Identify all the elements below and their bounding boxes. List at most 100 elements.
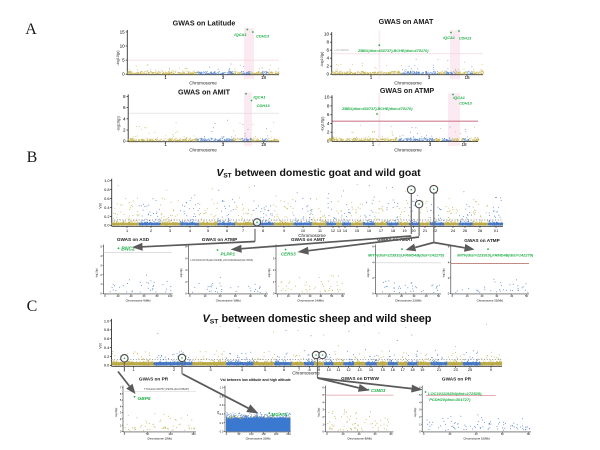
svg-text:21: 21 xyxy=(437,368,441,372)
svg-text:11: 11 xyxy=(318,229,322,233)
svg-text:15: 15 xyxy=(355,229,359,233)
svg-text:CDH13: CDH13 xyxy=(256,34,270,39)
svg-text:2: 2 xyxy=(327,130,330,135)
svg-text:0.0: 0.0 xyxy=(104,363,110,368)
svg-text:13: 13 xyxy=(337,229,341,233)
svg-text:18: 18 xyxy=(261,75,267,80)
svg-text:7: 7 xyxy=(242,229,244,233)
svg-text:B: B xyxy=(27,149,38,166)
svg-text:24: 24 xyxy=(451,229,455,233)
svg-text:IQCA1: IQCA1 xyxy=(453,96,465,100)
svg-text:4: 4 xyxy=(327,121,330,126)
svg-text:19: 19 xyxy=(402,229,406,233)
svg-text:VST between domestic sheep and: VST between domestic sheep and wild shee… xyxy=(203,313,432,326)
svg-text:28: 28 xyxy=(478,229,482,233)
svg-text:6: 6 xyxy=(123,105,126,110)
svg-text:8: 8 xyxy=(123,94,126,99)
svg-text:1: 1 xyxy=(164,142,167,147)
svg-text:8: 8 xyxy=(327,40,330,45)
svg-text:6: 6 xyxy=(226,229,228,233)
svg-text:12: 12 xyxy=(331,229,335,233)
svg-text:4: 4 xyxy=(327,56,330,61)
svg-text:23: 23 xyxy=(453,368,457,372)
svg-text:15: 15 xyxy=(381,368,385,372)
svg-text:8: 8 xyxy=(327,103,330,108)
svg-text:18: 18 xyxy=(410,368,414,372)
svg-text:3: 3 xyxy=(429,142,432,147)
svg-text:9: 9 xyxy=(283,229,285,233)
svg-text:8: 8 xyxy=(262,229,264,233)
svg-text:0.8: 0.8 xyxy=(104,327,109,332)
svg-text:LOC15009: LOC15009 xyxy=(335,48,349,52)
svg-text:12: 12 xyxy=(346,368,350,372)
svg-text:Vst: Vst xyxy=(98,342,102,348)
svg-text:3: 3 xyxy=(222,142,225,147)
svg-text:2: 2 xyxy=(327,64,330,69)
svg-text:0: 0 xyxy=(327,72,330,77)
svg-text:10: 10 xyxy=(120,44,126,49)
svg-text:VST between domestic goat and: VST between domestic goat and wild goat xyxy=(216,167,421,180)
svg-text:14: 14 xyxy=(369,368,373,372)
svg-text:0.6: 0.6 xyxy=(104,336,109,341)
svg-text:-log10(p): -log10(p) xyxy=(116,50,120,66)
svg-text:X: X xyxy=(490,368,493,372)
svg-text:IQCA1: IQCA1 xyxy=(234,32,247,37)
svg-text:1: 1 xyxy=(164,75,167,80)
svg-text:2: 2 xyxy=(123,128,126,133)
svg-text:9: 9 xyxy=(318,368,320,372)
svg-text:-log10(p): -log10(p) xyxy=(320,51,324,67)
svg-text:5: 5 xyxy=(264,368,266,372)
svg-text:3: 3 xyxy=(428,75,431,80)
svg-text:18: 18 xyxy=(461,142,467,147)
svg-text:17: 17 xyxy=(379,229,383,233)
svg-text:ZBBX(dist=630737),BCHE(dist=47: ZBBX(dist=630737),BCHE(dist=475170) xyxy=(357,49,429,53)
svg-text:0.2: 0.2 xyxy=(104,214,109,219)
svg-text:5: 5 xyxy=(122,58,125,63)
svg-text:GWAS on AMIT: GWAS on AMIT xyxy=(178,88,231,97)
svg-text:0.8: 0.8 xyxy=(104,187,109,192)
svg-text:17: 17 xyxy=(401,368,405,372)
svg-text:IQCA1: IQCA1 xyxy=(253,95,266,100)
svg-text:4: 4 xyxy=(123,116,126,121)
svg-text:1: 1 xyxy=(372,142,375,147)
svg-text:2: 2 xyxy=(150,229,152,233)
svg-text:26: 26 xyxy=(463,229,467,233)
svg-text:13: 13 xyxy=(357,368,361,372)
svg-text:10: 10 xyxy=(324,32,330,37)
svg-text:Chromosome: Chromosome xyxy=(189,80,217,85)
svg-text:11: 11 xyxy=(337,368,341,372)
svg-text:6: 6 xyxy=(327,112,330,117)
svg-text:22: 22 xyxy=(433,229,437,233)
svg-text:Chromosome: Chromosome xyxy=(298,233,326,238)
svg-text:6: 6 xyxy=(283,368,285,372)
svg-text:10: 10 xyxy=(324,95,330,100)
svg-text:-log10(p): -log10(p) xyxy=(321,116,325,132)
svg-text:3: 3 xyxy=(222,75,225,80)
svg-text:25: 25 xyxy=(468,368,472,372)
svg-text:CDH13: CDH13 xyxy=(459,102,472,106)
svg-text:GWAS on Latitude: GWAS on Latitude xyxy=(173,19,236,28)
svg-text:ZBBX(dist=630737),BCHE(dist=47: ZBBX(dist=630737),BCHE(dist=475170) xyxy=(341,107,413,111)
svg-text:16: 16 xyxy=(391,368,395,372)
svg-text:0.4: 0.4 xyxy=(104,345,110,350)
svg-text:Chromosome: Chromosome xyxy=(292,370,320,375)
svg-text:1: 1 xyxy=(132,368,134,372)
svg-text:10: 10 xyxy=(327,368,331,372)
svg-text:16: 16 xyxy=(367,229,371,233)
svg-text:0.6: 0.6 xyxy=(104,196,109,201)
svg-text:GWAS on AMAT: GWAS on AMAT xyxy=(379,17,434,26)
svg-text:5: 5 xyxy=(207,229,209,233)
svg-text:4: 4 xyxy=(241,368,243,372)
svg-text:21: 21 xyxy=(423,229,427,233)
svg-text:7: 7 xyxy=(298,368,300,372)
svg-text:GWAS on ATMP: GWAS on ATMP xyxy=(380,86,435,95)
svg-text:15: 15 xyxy=(120,29,126,34)
svg-text:IQCA1: IQCA1 xyxy=(443,36,455,40)
svg-text:0: 0 xyxy=(122,72,125,77)
svg-text:10: 10 xyxy=(301,229,305,233)
svg-text:C: C xyxy=(27,298,38,315)
svg-text:2: 2 xyxy=(173,368,175,372)
svg-text:3: 3 xyxy=(209,368,211,372)
svg-text:Chromosome: Chromosome xyxy=(394,80,422,85)
svg-text:1.0: 1.0 xyxy=(104,318,110,323)
